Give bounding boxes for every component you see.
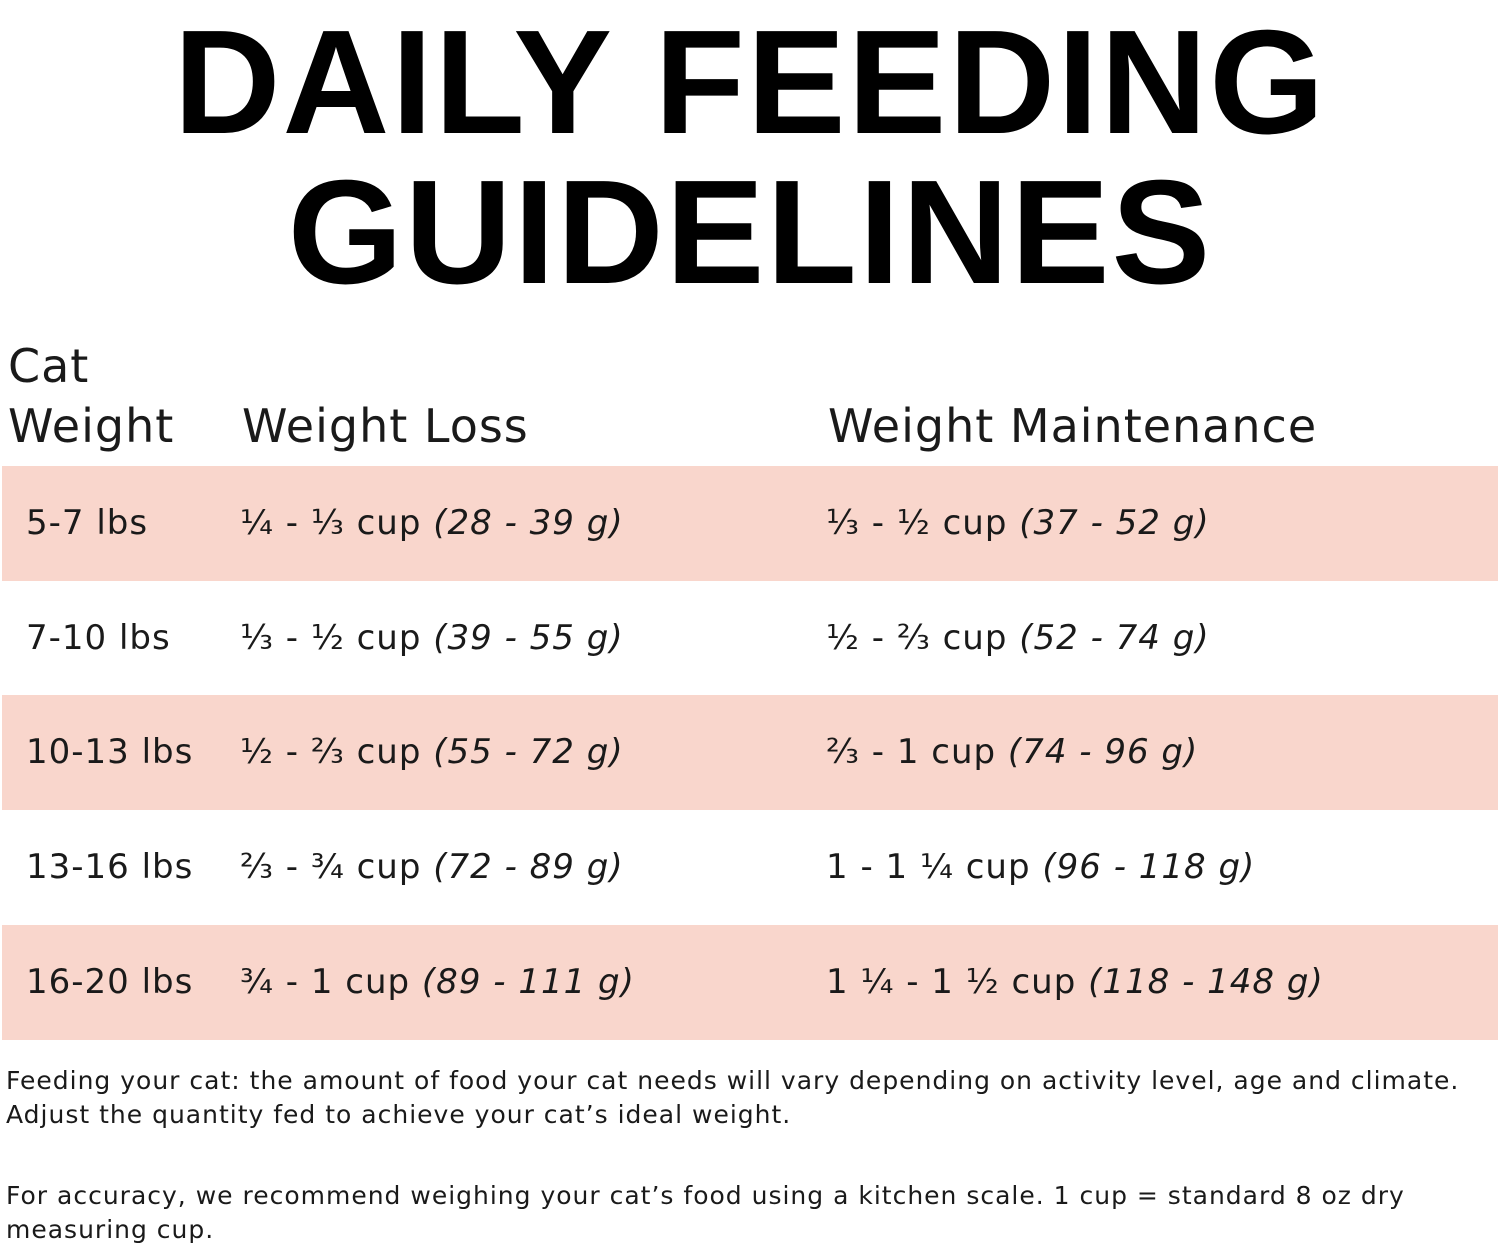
table-row: 13-16 lbs ⅔ - ¾ cup (72 - 89 g) 1 - 1 ¼ cu… [2, 810, 1498, 925]
column-header: Weight Maintenance [828, 399, 1318, 453]
cup-amount: ⅔ - ¾ cup [240, 847, 422, 888]
cup-amount: ¼ - ⅓ cup [240, 503, 422, 543]
gram-amount: (28 - 39 g) [433, 503, 624, 543]
gram-amount: (39 - 55 g) [433, 617, 624, 658]
weight-cell: 7-10 lbs [26, 617, 171, 658]
maintenance-cell: 1 ¼ - 1 ½ cup (118 - 148 g) [826, 925, 1324, 1040]
gram-amount: (96 - 118 g) [1042, 847, 1256, 888]
gram-amount: (118 - 148 g) [1088, 961, 1324, 1002]
maintenance-cell: ⅔ - 1 cup (74 - 96 g) [826, 695, 1198, 810]
weight-cell: 16-20 lbs [26, 961, 194, 1002]
gram-amount: (74 - 96 g) [1007, 732, 1199, 773]
table-row: 10-13 lbs ½ - ⅔ cup (55 - 72 g) ⅔ - 1 cup … [2, 695, 1498, 811]
note: For accuracy, we recommend weighing your… [6, 1181, 1405, 1244]
gram-amount: (52 - 74 g) [1019, 617, 1210, 658]
column-header: Cat Weight [8, 339, 175, 453]
loss-cell: ½ - ⅔ cup (55 - 72 g) [240, 695, 624, 810]
loss-cell: ⅓ - ½ cup (39 - 55 g) [240, 581, 624, 696]
table-row: 16-20 lbs ¾ - 1 cup (89 - 111 g) 1 ¼ - 1 ½… [2, 924, 1498, 1040]
cup-amount: ⅓ - ½ cup [826, 503, 1008, 543]
gram-amount: (55 - 72 g) [433, 732, 624, 773]
weight-cell: 5-7 lbs [26, 503, 149, 543]
title-line: DAILY FEEDING [173, 0, 1327, 165]
cup-amount: ½ - ⅔ cup [826, 617, 1008, 658]
gram-amount: (89 - 111 g) [421, 961, 635, 1002]
cup-amount: ⅔ - 1 cup [826, 732, 997, 773]
cup-amount: 1 ¼ - 1 ½ cup [826, 961, 1077, 1002]
table-row: 5-7 lbs ¼ - ⅓ cup (28 - 39 g) ⅓ - ½ cup (3… [2, 466, 1498, 581]
loss-cell: ⅔ - ¾ cup (72 - 89 g) [240, 810, 624, 925]
weight-cell: 10-13 lbs [26, 732, 194, 773]
cup-amount: ⅓ - ½ cup [240, 617, 422, 658]
loss-cell: ¼ - ⅓ cup (28 - 39 g) [240, 466, 624, 581]
title-line: GUIDELINES [287, 150, 1213, 315]
note: Feeding your cat: the amount of food you… [6, 1066, 1460, 1129]
table-row: 7-10 lbs ⅓ - ½ cup (39 - 55 g) ½ - ⅔ cup (… [2, 581, 1498, 696]
maintenance-cell: ½ - ⅔ cup (52 - 74 g) [826, 581, 1210, 696]
cup-amount: 1 - 1 ¼ cup [826, 847, 1031, 888]
weight-cell: 13-16 lbs [26, 847, 194, 888]
loss-cell: ¾ - 1 cup (89 - 111 g) [240, 925, 635, 1040]
gram-amount: (37 - 52 g) [1019, 503, 1210, 543]
cup-amount: ¾ - 1 cup [240, 961, 411, 1002]
maintenance-cell: 1 - 1 ¼ cup (96 - 118 g) [826, 810, 1255, 925]
maintenance-cell: ⅓ - ½ cup (37 - 52 g) [826, 466, 1210, 581]
gram-amount: (72 - 89 g) [433, 847, 624, 888]
cup-amount: ½ - ⅔ cup [240, 732, 422, 773]
column-header: Weight Loss [242, 399, 529, 453]
